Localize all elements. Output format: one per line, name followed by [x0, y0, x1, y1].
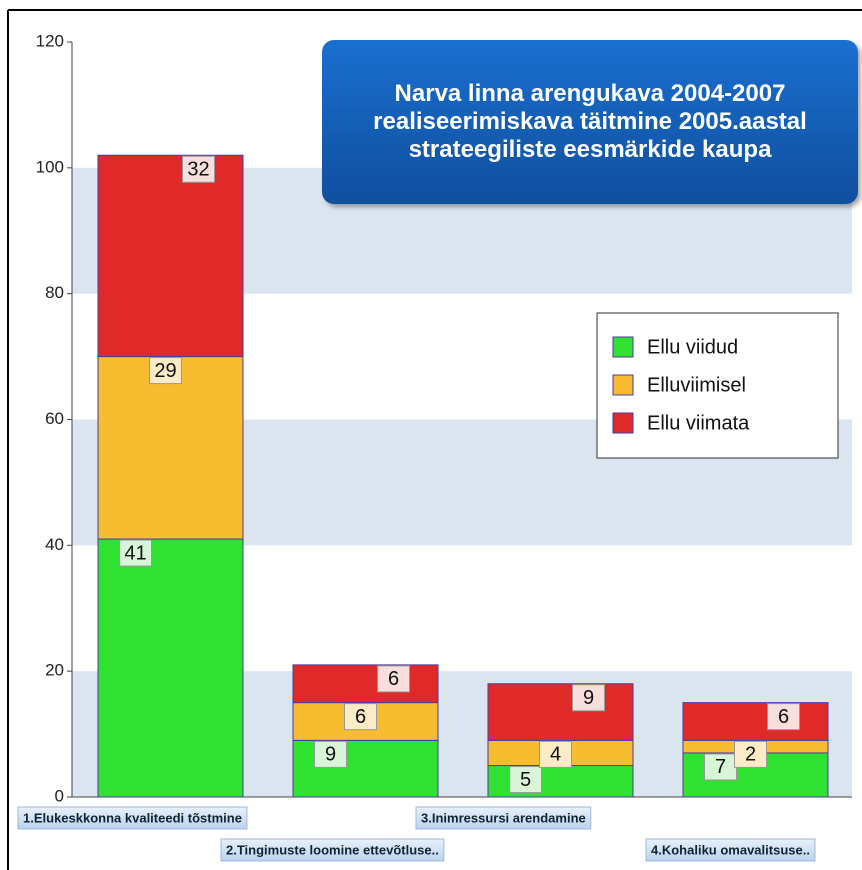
bar-segment [292, 664, 439, 704]
data-label-box [314, 740, 347, 768]
legend-swatch [612, 336, 634, 358]
legend-swatch [612, 374, 634, 396]
data-label-box [704, 753, 737, 781]
bar-segment [682, 702, 829, 741]
bar-segment [97, 154, 244, 358]
data-label-box [149, 357, 182, 385]
bar-segment [97, 356, 244, 540]
data-label: 7 [715, 756, 726, 778]
y-tick-label: 40 [45, 535, 64, 554]
data-label: 32 [187, 159, 209, 181]
data-label-box [734, 740, 767, 768]
data-label: 5 [520, 769, 531, 791]
category-label-box [415, 806, 592, 830]
category-label-box [645, 838, 816, 862]
y-tick-label: 120 [36, 31, 64, 50]
data-label-box [182, 155, 215, 183]
data-label-box [509, 766, 542, 794]
data-label-box [767, 703, 800, 731]
legend-label: Ellu viimata [647, 412, 750, 434]
bar-segment [97, 538, 244, 798]
data-label: 9 [325, 744, 336, 766]
x-tick-label: 1.Elukeskkonna kvaliteedi tõstmine [23, 810, 242, 825]
x-tick-label: 2.Tingimuste loomine ettevõtluse.. [226, 842, 439, 857]
legend-box [596, 312, 839, 459]
category-label-box [220, 838, 445, 862]
data-label: 6 [388, 668, 399, 690]
data-label: 41 [124, 542, 146, 564]
data-label: 6 [778, 706, 789, 728]
legend-label: Elluviimisel [647, 374, 746, 396]
data-label-box [572, 684, 605, 712]
data-label-box [119, 539, 152, 567]
y-tick-label: 0 [55, 786, 64, 805]
legend-swatch [612, 412, 634, 434]
x-tick-label: 4.Kohaliku omavalitsuse.. [651, 842, 810, 857]
data-label: 29 [154, 360, 176, 382]
data-label-box [344, 703, 377, 731]
data-label: 9 [583, 687, 594, 709]
y-tick-label: 80 [45, 283, 64, 302]
bar-segment [487, 683, 634, 741]
data-label-box [539, 740, 572, 768]
y-tick-label: 60 [45, 409, 64, 428]
y-tick-label: 20 [45, 661, 64, 680]
legend-label: Ellu viidud [647, 336, 738, 358]
data-label: 2 [745, 744, 756, 766]
category-label-box [17, 806, 248, 830]
x-tick-label: 3.Inimressursi arendamine [421, 810, 586, 825]
data-label-box [377, 665, 410, 693]
data-label: 4 [550, 744, 561, 766]
data-label: 6 [355, 706, 366, 728]
y-tick-label: 100 [36, 157, 64, 176]
chart-title: Narva linna arengukava 2004-2007 realise… [322, 40, 858, 204]
